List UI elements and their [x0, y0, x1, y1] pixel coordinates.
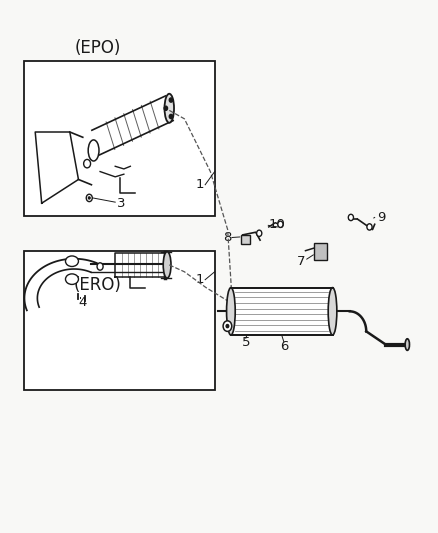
- Bar: [25, 251, 215, 391]
- Circle shape: [257, 230, 262, 237]
- Circle shape: [348, 214, 353, 221]
- Bar: [25, 61, 215, 216]
- Circle shape: [169, 115, 173, 119]
- Text: 5: 5: [242, 336, 250, 350]
- Ellipse shape: [163, 252, 171, 278]
- Ellipse shape: [405, 339, 410, 350]
- Circle shape: [367, 224, 372, 230]
- Text: 1: 1: [195, 178, 204, 191]
- Circle shape: [223, 321, 232, 332]
- Circle shape: [88, 197, 90, 199]
- Ellipse shape: [66, 274, 78, 285]
- Text: 7: 7: [297, 255, 305, 268]
- Text: 3: 3: [117, 197, 126, 209]
- Text: 6: 6: [280, 340, 288, 353]
- Bar: [240, 235, 250, 244]
- Ellipse shape: [226, 288, 235, 335]
- Circle shape: [97, 263, 103, 270]
- Circle shape: [86, 194, 92, 201]
- Ellipse shape: [328, 288, 337, 335]
- Text: 1: 1: [195, 273, 204, 286]
- Ellipse shape: [66, 256, 78, 266]
- Ellipse shape: [88, 140, 99, 161]
- Circle shape: [84, 159, 91, 168]
- Circle shape: [164, 106, 168, 110]
- Circle shape: [226, 325, 229, 328]
- Text: 4: 4: [78, 296, 87, 309]
- Text: 8: 8: [223, 231, 231, 244]
- Text: (EPO): (EPO): [75, 38, 121, 56]
- Circle shape: [278, 221, 283, 228]
- Text: 9: 9: [377, 211, 385, 224]
- Bar: [231, 288, 332, 335]
- Ellipse shape: [165, 94, 174, 123]
- Circle shape: [169, 98, 173, 102]
- Text: (ERO): (ERO): [74, 276, 122, 294]
- Text: 10: 10: [269, 218, 286, 231]
- Bar: [314, 243, 327, 260]
